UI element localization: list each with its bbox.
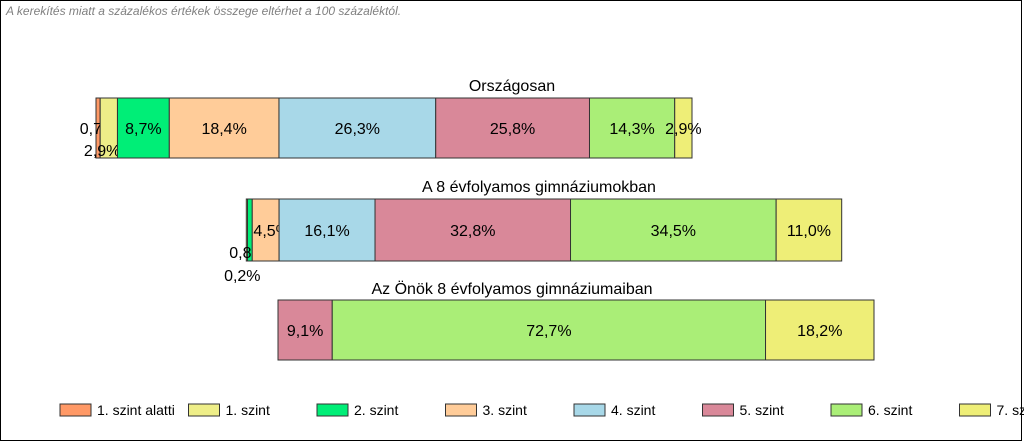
bar-row-2: A 8 évfolyamos gimnáziumokban0,2%0,8%4,5… [224, 179, 843, 285]
legend-label: 7. szint [997, 402, 1024, 418]
legend-swatch [316, 403, 349, 417]
data-label: 18,4% [201, 121, 246, 138]
legend-swatch [702, 403, 734, 417]
data-label: 18,2% [797, 323, 842, 340]
data-label: 26,3% [335, 121, 380, 138]
legend: 1. szint alatti 1. szint 2. szint 3. szint 4… [59, 402, 1024, 418]
legend-label: 1. szint alatti [97, 402, 175, 418]
bar-segment [277, 299, 333, 361]
bar-segment [588, 97, 676, 159]
legend-swatch [573, 403, 606, 417]
bar-segment [435, 97, 590, 159]
legend-item: 7. szint [959, 402, 1024, 418]
legend-swatch [445, 403, 477, 417]
data-label: 0,2% [224, 268, 260, 285]
legend-label: 6. szint [868, 402, 912, 418]
bar-segment [278, 198, 376, 262]
legend-label: 3. szint [483, 402, 527, 418]
bar-segment [331, 299, 767, 361]
bar-row-3: Az Önök 8 évfolyamos gimnáziumaiban 9,1% 7… [277, 280, 875, 361]
data-label: 16,1% [304, 223, 349, 240]
data-label: 2,9% [665, 121, 701, 138]
data-label: 9,1% [287, 323, 323, 340]
bar-segment [374, 198, 572, 262]
legend-item: 4. szint [573, 402, 655, 418]
data-label: 8,7% [125, 121, 161, 138]
bar-segment [674, 97, 693, 159]
row-title: Az Önök 8 évfolyamos gimnáziumaiban [371, 280, 652, 298]
legend-swatch [188, 403, 220, 417]
legend-label: 1. szint [226, 402, 270, 418]
legend-item: 2. szint [316, 402, 398, 418]
legend-item: 3. szint [445, 402, 527, 418]
bar-segment [116, 97, 170, 159]
legend-label: 5. szint [740, 402, 784, 418]
legend-item: 6. szint [830, 402, 912, 418]
data-label: 25,8% [490, 121, 535, 138]
legend-label: 4. szint [611, 402, 655, 418]
bar-segment [775, 198, 843, 262]
legend-item: 1. szint [188, 402, 270, 418]
data-label: 11,0% [787, 223, 831, 240]
data-label: 14,3% [609, 121, 654, 138]
legend-item: 1. szint alatti [59, 402, 175, 418]
legend-swatch [830, 403, 863, 417]
legend-item: 5. szint [702, 402, 784, 418]
bar-segment [570, 198, 777, 262]
bar-segment [168, 97, 280, 159]
data-label: 2,9% [84, 143, 120, 160]
legend-swatch [959, 403, 991, 417]
data-label: 72,7% [526, 323, 571, 340]
bar-segment [251, 198, 280, 262]
row-title: A 8 évfolyamos gimnáziumokban [422, 179, 656, 196]
bar-segment [765, 299, 875, 361]
data-label: 32,8% [450, 223, 495, 240]
legend-swatch [59, 403, 92, 417]
row-title: Országosan [469, 78, 555, 95]
rounding-note: A kerekítés miatt a százalékos értékek ö… [5, 4, 401, 18]
legend-label: 2. szint [354, 402, 398, 418]
data-label: 34,5% [651, 223, 696, 240]
